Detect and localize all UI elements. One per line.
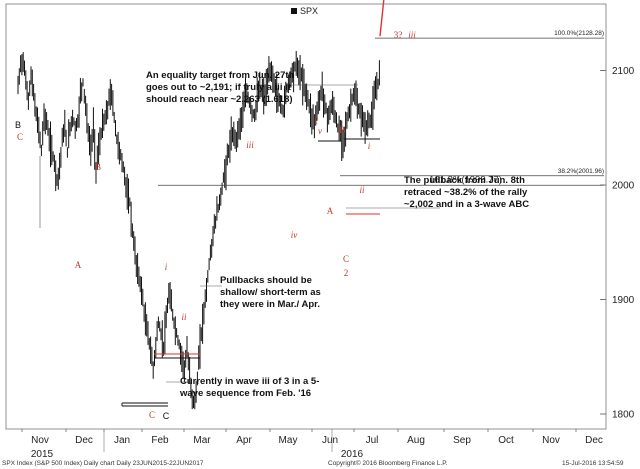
x-tick-label: Apr [236, 435, 252, 446]
x-tick-label: Nov [542, 435, 560, 446]
y-tick-label: 2000 [612, 181, 635, 192]
footer-left: SPX Index (S&P 500 Index) Daily chart Da… [2, 460, 204, 467]
legend: SPX [291, 6, 318, 16]
wave-label: 2 [344, 268, 349, 278]
x-tick-label: May [279, 435, 298, 446]
annotation-line: shallow/ short-term as [220, 287, 321, 298]
annotation-note: Pullbacks should be shallow/ short-term a… [220, 275, 321, 310]
annotations: An equality target from Jun. 27th goes ou… [146, 70, 529, 399]
x-tick-label: Nov [31, 435, 49, 446]
annotation-line: goes out to ~2,191; if truly a iii it [146, 82, 292, 93]
wave-label: B [339, 125, 345, 135]
x-axis: Nov Dec Jan Feb Mar Apr May Jun Jul Aug Sep Oct Nov D… [21, 429, 603, 460]
x-tick-label: Aug [407, 435, 425, 446]
annotation-note: An equality target from Jun. 27th goes ou… [146, 70, 295, 105]
annotation-line: ~2,002 and in a 3-wave ABC [404, 199, 529, 210]
x-year-label: 2015 [31, 449, 54, 460]
wave-label: A [75, 260, 82, 270]
annotation-line: should reach near ~2,263 (1.618) [146, 94, 293, 105]
fib-label: 161.8%(1999.77) [429, 174, 502, 185]
x-tick-label: Dec [75, 435, 93, 446]
annotation-note: The pullback from Jun. 8th retraced ~38.2… [404, 175, 529, 210]
structure-lines [39, 84, 440, 407]
wave-label: 1 [314, 116, 319, 126]
fib-label: 38.2%(2001.96) [558, 168, 604, 175]
wave-label: ii [181, 312, 187, 322]
y-tick-label: 1800 [612, 410, 635, 421]
annotation-line: An equality target from Jun. 27th [146, 70, 295, 81]
wave-label: iii [408, 30, 416, 40]
wave-label: 3? [394, 30, 403, 40]
x-tick-label: Oct [498, 435, 514, 446]
y-tick-label: 2100 [612, 66, 635, 77]
x-tick-label: Jan [114, 435, 130, 446]
annotation-line: they were in Mar./ Apr. [220, 299, 320, 310]
annotation-line: The pullback from Jun. 8th [404, 175, 525, 186]
wave-label: C [17, 132, 23, 142]
x-tick-label: Sep [453, 435, 471, 446]
wave-label: ii [359, 185, 365, 195]
wave-label: B [15, 120, 21, 130]
wave-label: B [95, 162, 101, 172]
plot-frame [5, 3, 607, 430]
fib-levels: 161.8%(2263.37)161.8%(2212.70)100.0%(219… [158, 30, 604, 186]
x-tick-label: Feb [151, 435, 169, 446]
wave-label: C [163, 411, 170, 421]
footer-right: 15-Jul-2016 13:54:59 [562, 460, 624, 467]
price-bars [17, 50, 380, 410]
wave-label: C [343, 254, 349, 264]
wave-label: iii [246, 140, 254, 150]
x-tick-label: Mar [193, 435, 211, 446]
legend-swatch [291, 8, 297, 14]
annotation-line: retraced ~38.2% of the rally [404, 187, 528, 198]
annotation-note: Currently in wave iii of 3 in a 5-wave s… [179, 376, 319, 399]
legend-label: SPX [300, 6, 318, 16]
y-tick-label: 1900 [612, 295, 635, 306]
annotation-line: Currently in wave iii of 3 in a 5- [180, 376, 319, 387]
wave-label: i [368, 141, 371, 151]
fib-label: 100.0%(2128.28) [554, 30, 604, 37]
annotation-line: wave sequence from Feb. '16 [179, 388, 311, 399]
x-tick-label: Jul [366, 435, 379, 446]
footer: SPX Index (S&P 500 Index) Daily chart Da… [2, 459, 624, 467]
wave-label: A [327, 206, 334, 216]
footer-center: Copyright© 2016 Bloomberg Finance L.P. [328, 459, 448, 467]
wave-label: i [165, 262, 168, 272]
wave-label: iv [291, 230, 298, 240]
wave-label: C [149, 410, 155, 420]
wave-label: v [318, 126, 322, 136]
x-tick-label: Dec [585, 435, 603, 446]
x-year-label: 2016 [341, 449, 364, 460]
annotation-line: Pullbacks should be [220, 275, 312, 286]
x-tick-label: Jun [322, 435, 338, 446]
